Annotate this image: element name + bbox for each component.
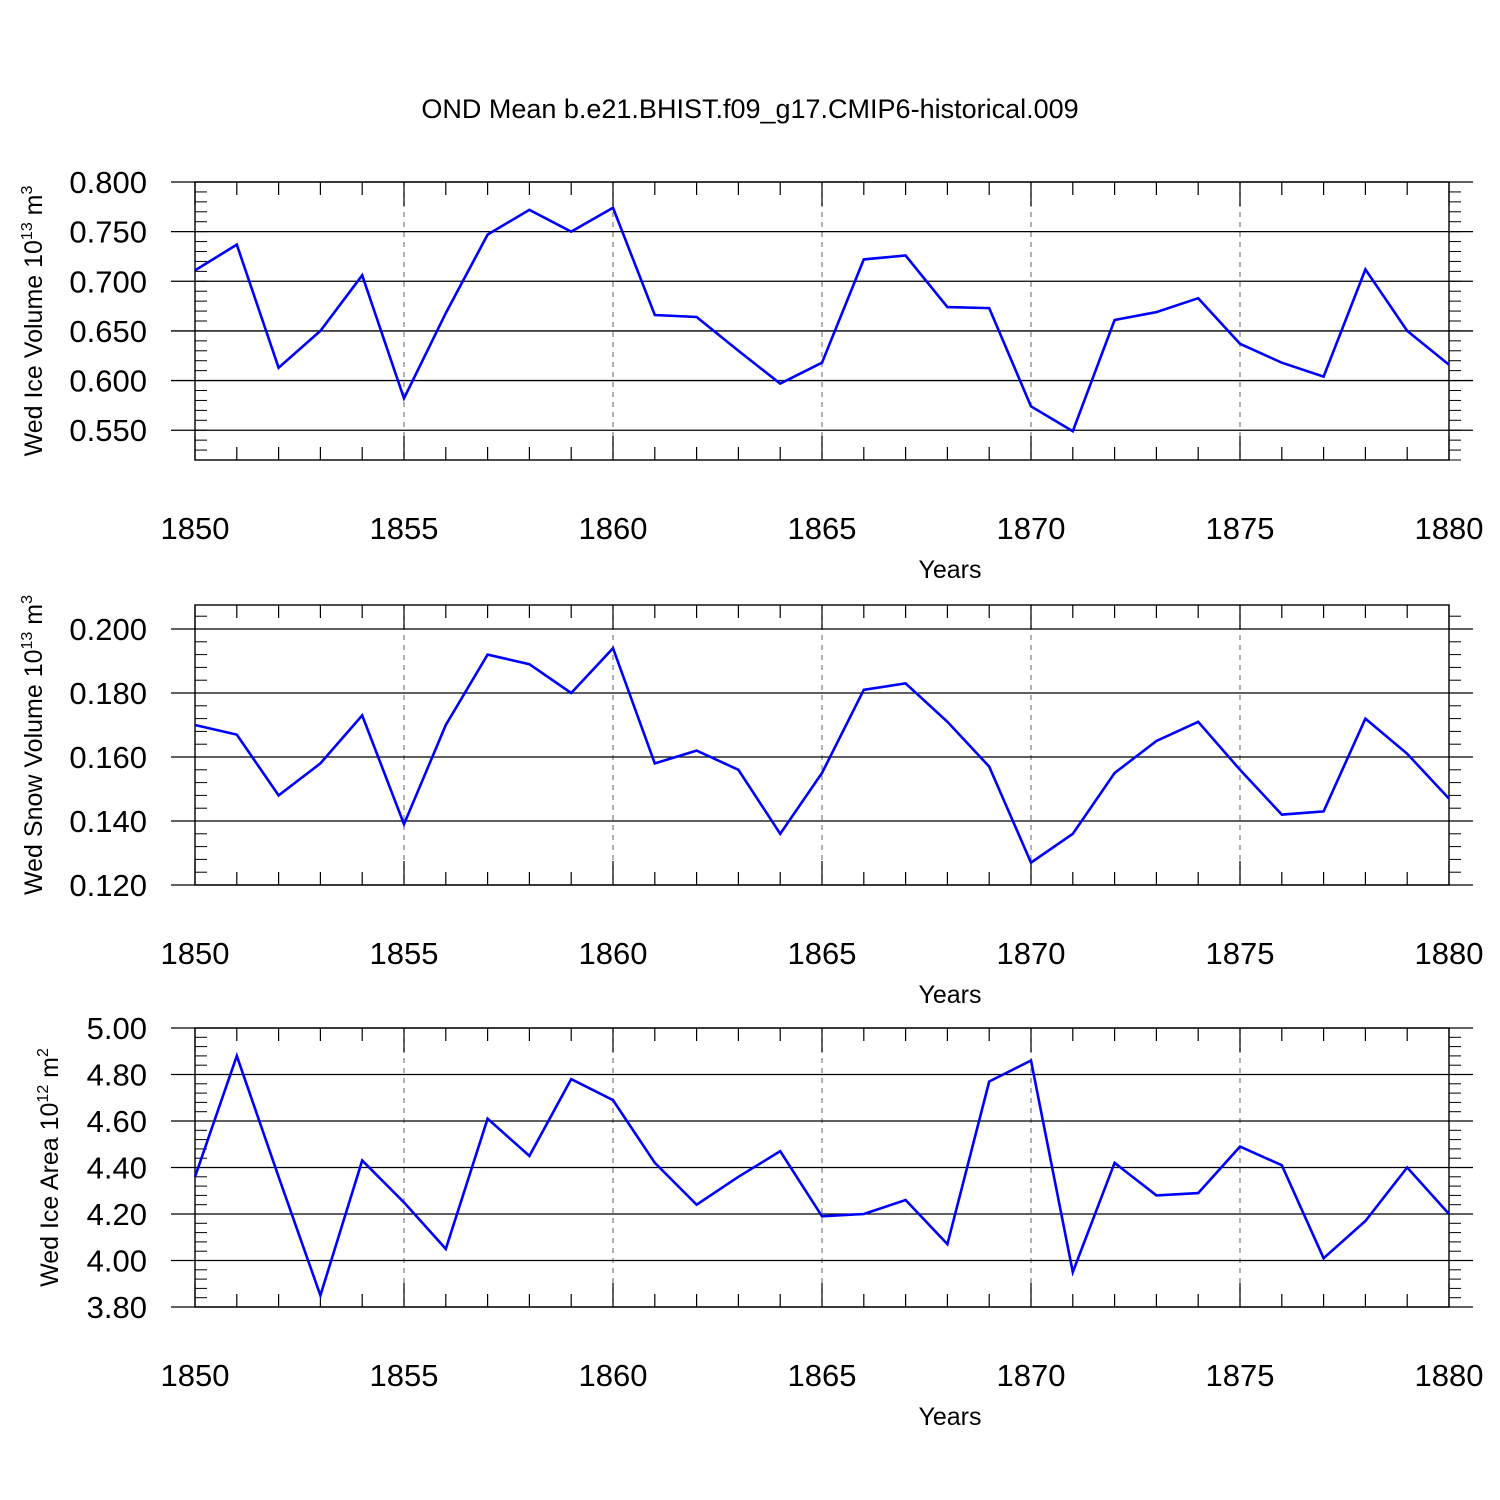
y-tick-label: 0.200 — [69, 612, 147, 647]
y-axis-title: Wed Ice Area 1012 m2 — [35, 1048, 64, 1287]
x-tick-label: 1850 — [161, 511, 230, 546]
y-tick-label: 4.20 — [87, 1197, 147, 1232]
y-tick-label: 0.160 — [69, 740, 147, 775]
panel-3: 3.80 4.00 4.20 4.40 4.60 4.80 5.00 1850 1855 1860… — [35, 1011, 1483, 1431]
x-tick-label: 1875 — [1206, 1358, 1275, 1393]
x-tick-label: 1875 — [1206, 511, 1275, 546]
y-tick-label: 0.800 — [69, 165, 147, 200]
y-tick-label: 0.600 — [69, 364, 147, 399]
x-tick-label: 1860 — [579, 511, 648, 546]
x-tick-label: 1870 — [997, 511, 1066, 546]
x-tick-label: 1860 — [579, 936, 648, 971]
y-tick-label: 0.750 — [69, 215, 147, 250]
y-tick-label: 0.550 — [69, 413, 147, 448]
x-tick-label: 1850 — [161, 1358, 230, 1393]
y-axis-title: Wed Snow Volume 1013 m3 — [19, 595, 48, 895]
x-tick-label: 1870 — [997, 936, 1066, 971]
y-tick-label: 4.00 — [87, 1244, 147, 1279]
x-tick-label: 1865 — [788, 936, 857, 971]
panel-1: 0.550 0.600 0.650 0.700 0.750 0.800 1850 1855 18… — [19, 165, 1483, 584]
x-tick-label: 1855 — [370, 936, 439, 971]
x-tick-label: 1865 — [788, 1358, 857, 1393]
x-tick-label: 1855 — [370, 1358, 439, 1393]
x-tick-label: 1880 — [1415, 511, 1484, 546]
x-axis-title: Years — [918, 981, 981, 1009]
x-tick-label: 1860 — [579, 1358, 648, 1393]
x-tick-label: 1850 — [161, 936, 230, 971]
series-line — [194, 205, 1450, 434]
y-tick-label: 3.80 — [87, 1290, 147, 1325]
y-tick-label: 5.00 — [87, 1011, 147, 1046]
x-tick-label: 1865 — [788, 511, 857, 546]
y-tick-label: 4.40 — [87, 1151, 147, 1186]
panel-2: 0.120 0.140 0.160 0.180 0.200 1850 1855 1860 186… — [19, 595, 1483, 1009]
series-line — [193, 1051, 1450, 1300]
y-tick-label: 0.180 — [69, 676, 147, 711]
y-tick-label: 0.140 — [69, 804, 147, 839]
y-tick-label: 0.120 — [69, 868, 147, 903]
y-tick-label: 4.60 — [87, 1104, 147, 1139]
x-tick-label: 1880 — [1415, 936, 1484, 971]
x-tick-label: 1875 — [1206, 936, 1275, 971]
x-tick-label: 1855 — [370, 511, 439, 546]
x-axis-title: Years — [918, 1403, 981, 1431]
y-axis-title: Wed Ice Volume 1013 m3 — [19, 185, 48, 456]
x-axis-title: Years — [918, 556, 981, 584]
y-tick-label: 0.700 — [69, 264, 147, 299]
figure-title: OND Mean b.e21.BHIST.f09_g17.CMIP6-histo… — [421, 94, 1078, 124]
y-tick-label: 0.650 — [69, 314, 147, 349]
x-tick-label: 1880 — [1415, 1358, 1484, 1393]
y-tick-label: 4.80 — [87, 1058, 147, 1093]
x-tick-label: 1870 — [997, 1358, 1066, 1393]
